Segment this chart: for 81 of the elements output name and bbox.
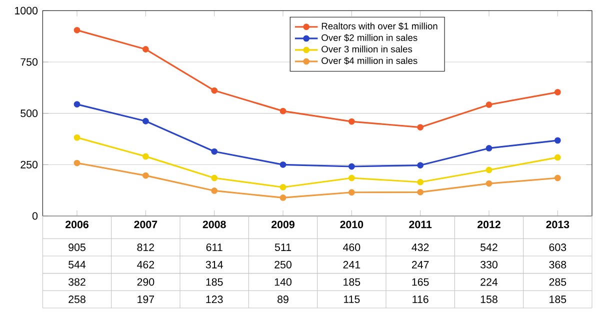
data-label: 285 — [549, 278, 566, 286]
data-label: 544 — [68, 260, 86, 268]
data-label: 290 — [137, 278, 154, 286]
data-label: 382 — [68, 278, 86, 286]
point — [417, 178, 424, 186]
point — [417, 162, 424, 168]
point — [554, 137, 561, 144]
point — [348, 174, 355, 182]
point — [280, 194, 286, 201]
data-label: 905 — [68, 244, 86, 252]
point — [280, 108, 286, 114]
point — [74, 26, 80, 34]
point — [211, 87, 218, 94]
point — [417, 188, 424, 196]
data-label: 611 — [206, 244, 222, 252]
x-tick-label: 2007 — [134, 220, 158, 228]
data-label: 185 — [206, 278, 223, 286]
data-label: 158 — [480, 296, 498, 304]
x-tick-label: 2009 — [272, 220, 294, 228]
point — [142, 172, 149, 179]
data-label: 314 — [206, 260, 223, 268]
data-label: 89 — [278, 296, 288, 304]
point — [211, 174, 218, 182]
data-label: 185 — [550, 296, 566, 304]
data-label: 140 — [274, 278, 292, 286]
data-label: 115 — [344, 296, 360, 304]
point — [417, 124, 424, 130]
legend-label: Realtors with over $1 million — [322, 22, 438, 30]
data-label: 603 — [549, 244, 566, 252]
data-label: 368 — [549, 260, 566, 268]
x-tick-label: 2010 — [340, 220, 364, 228]
legend-label: Over $2 million in sales — [322, 34, 418, 42]
point — [554, 88, 561, 96]
legend-label: Over $4 million in sales — [322, 57, 418, 65]
legend-label: Over 3 million in sales — [322, 46, 412, 52]
point — [554, 174, 561, 182]
x-tick-label: 2013 — [546, 220, 570, 228]
data-label: 511 — [274, 244, 291, 252]
data-label: 224 — [480, 278, 498, 286]
data-label: 123 — [206, 296, 223, 304]
point — [486, 180, 492, 187]
y-tick-label: 750 — [20, 58, 38, 66]
data-label: 185 — [344, 278, 360, 286]
point — [142, 46, 149, 52]
y-tick-label: 0 — [32, 212, 38, 220]
data-label: 241 — [343, 260, 360, 268]
point — [74, 101, 80, 108]
point — [486, 166, 492, 174]
point — [74, 134, 80, 141]
y-tick-label: 1000 — [15, 6, 38, 14]
y-tick-label: 500 — [20, 110, 38, 118]
point — [348, 163, 355, 170]
data-label: 460 — [343, 244, 360, 252]
data-label: 197 — [138, 296, 154, 304]
point — [142, 118, 149, 124]
point — [211, 188, 218, 194]
point — [280, 161, 286, 168]
x-tick-label: 2011 — [409, 220, 432, 228]
data-label: 258 — [68, 296, 86, 304]
y-tick-label: 250 — [20, 160, 38, 168]
point — [554, 154, 561, 161]
point — [211, 148, 218, 155]
data-label: 812 — [137, 244, 154, 252]
data-label: 432 — [412, 244, 429, 252]
x-tick-label: 2012 — [478, 220, 500, 228]
point — [348, 189, 355, 196]
data-label: 247 — [412, 260, 429, 268]
data-label: 542 — [480, 244, 498, 252]
point — [142, 153, 149, 160]
point — [74, 160, 80, 166]
x-tick-label: 2006 — [66, 220, 88, 228]
point — [348, 118, 355, 125]
data-label: 116 — [412, 296, 428, 304]
point — [486, 145, 492, 152]
point — [486, 102, 492, 108]
data-label: 165 — [412, 278, 429, 286]
data-label: 250 — [274, 260, 292, 268]
data-label: 330 — [480, 260, 498, 268]
x-tick-label: 2008 — [202, 220, 226, 228]
point — [280, 184, 286, 190]
data-label: 462 — [137, 260, 154, 268]
